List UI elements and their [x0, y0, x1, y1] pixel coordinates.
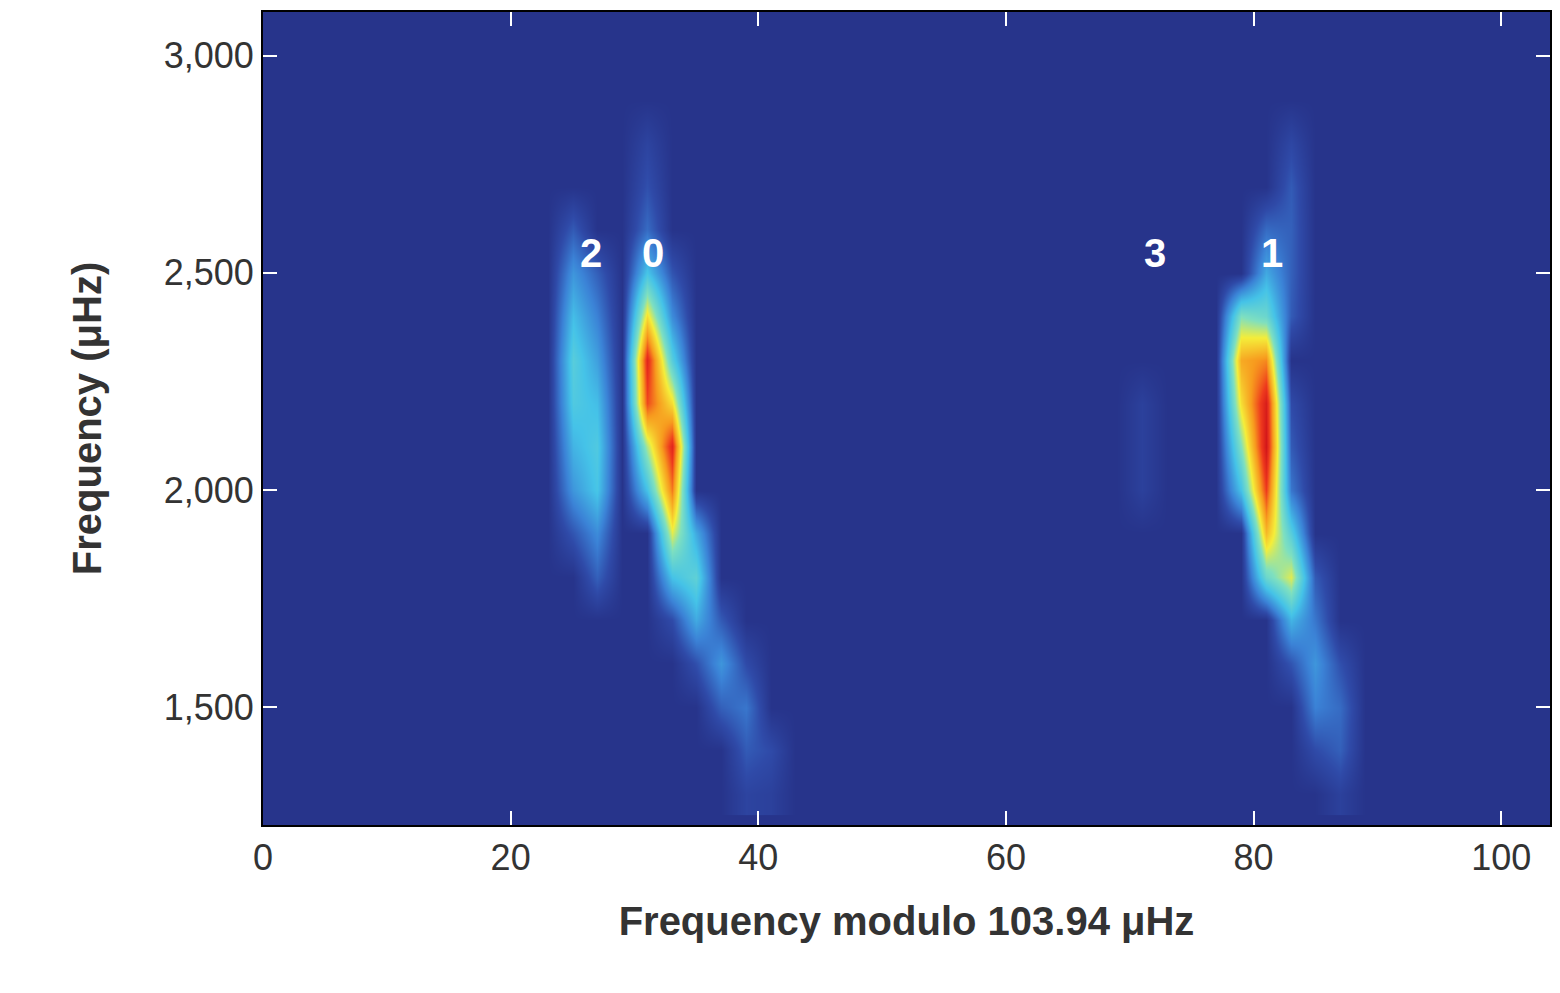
svg-text:20: 20 — [491, 837, 531, 878]
svg-text:2: 2 — [580, 231, 602, 275]
svg-text:2,500: 2,500 — [164, 252, 254, 293]
svg-text:80: 80 — [1234, 837, 1274, 878]
svg-text:100: 100 — [1471, 837, 1531, 878]
svg-text:Frequency modulo 103.94 μHz: Frequency modulo 103.94 μHz — [619, 899, 1195, 943]
svg-text:2,000: 2,000 — [164, 470, 254, 511]
svg-text:40: 40 — [738, 837, 778, 878]
svg-text:0: 0 — [642, 231, 664, 275]
svg-text:60: 60 — [986, 837, 1026, 878]
svg-text:0: 0 — [253, 837, 273, 878]
svg-text:3: 3 — [1144, 231, 1166, 275]
svg-text:1: 1 — [1261, 231, 1283, 275]
svg-text:Frequency (μHz): Frequency (μHz) — [65, 262, 109, 575]
svg-text:1,500: 1,500 — [164, 687, 254, 728]
svg-text:3,000: 3,000 — [164, 35, 254, 76]
